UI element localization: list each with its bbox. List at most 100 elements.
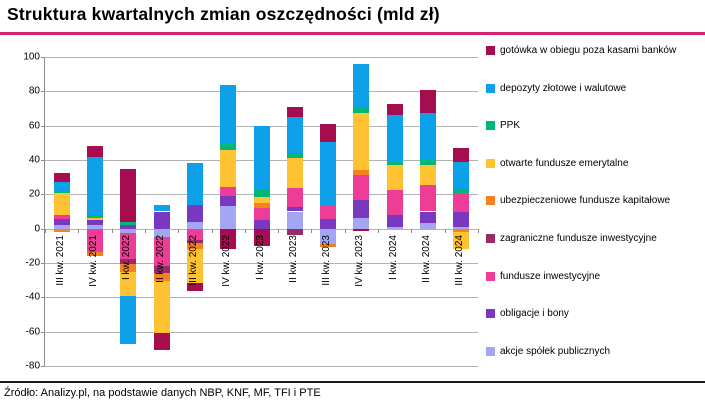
bar-segment bbox=[453, 228, 470, 233]
bar-segment bbox=[153, 281, 170, 333]
bar-segment bbox=[286, 211, 303, 229]
x-axis-tick bbox=[244, 228, 246, 233]
bar-segment bbox=[153, 228, 170, 238]
bar-segment bbox=[120, 225, 137, 229]
legend-label: depozyty złotowe i walutowe bbox=[500, 82, 627, 94]
bar-segment bbox=[86, 157, 103, 215]
bar-segment bbox=[353, 174, 370, 200]
bar-segment bbox=[386, 165, 403, 190]
bar-segment bbox=[386, 104, 403, 115]
bar-segment bbox=[453, 189, 470, 194]
legend-item: obligacje i bony bbox=[486, 308, 702, 346]
bar-segment bbox=[353, 199, 370, 219]
footer-divider bbox=[0, 381, 705, 383]
legend: gotówka w obiegu poza kasami banków depoz… bbox=[486, 45, 702, 383]
bar-segment bbox=[253, 203, 270, 209]
y-axis-tick bbox=[41, 194, 45, 196]
legend-label: ubezpieczeniowe fundusze kapitałowe bbox=[500, 195, 671, 207]
x-axis-label: I kw. 2022 bbox=[121, 234, 133, 280]
y-axis-tick bbox=[41, 263, 45, 264]
plot-area: 100 80 60 40 20 0 -20 -40 -60 -80 III kw. 2021 IV k… bbox=[23, 52, 479, 372]
bar-segment bbox=[53, 214, 70, 219]
x-axis-label: I kw. 2024 bbox=[387, 234, 399, 280]
y-axis-label: -40 bbox=[25, 291, 40, 303]
legend-swatch-icon bbox=[486, 309, 495, 319]
bar-segment bbox=[320, 218, 337, 229]
gridline bbox=[45, 331, 478, 333]
legend-item: gotówka w obiegu poza kasami banków bbox=[486, 45, 702, 83]
bar-segment bbox=[420, 89, 437, 114]
bar-segment bbox=[186, 239, 203, 244]
legend-item: fundusze inwestycyjne bbox=[486, 271, 702, 309]
y-axis-tick bbox=[41, 125, 45, 127]
bar-segment bbox=[186, 243, 203, 249]
gridline bbox=[45, 366, 478, 367]
legend-swatch-icon bbox=[486, 83, 495, 93]
bar-segment bbox=[153, 273, 170, 282]
bar-segment bbox=[186, 282, 203, 291]
bar-segment bbox=[186, 248, 203, 283]
bar-segment bbox=[120, 232, 137, 259]
gridline bbox=[45, 57, 478, 58]
bar-segment bbox=[420, 113, 437, 160]
bar-segment bbox=[220, 206, 237, 229]
x-axis-label: II kw. 2024 bbox=[421, 234, 433, 283]
bar-segment bbox=[453, 212, 470, 227]
y-axis-tick bbox=[41, 91, 45, 93]
legend-swatch-icon bbox=[486, 233, 495, 243]
y-axis-label: 60 bbox=[28, 120, 40, 132]
x-axis-tick bbox=[178, 228, 180, 233]
y-axis-label: 100 bbox=[23, 51, 40, 63]
x-axis-tick bbox=[111, 228, 113, 233]
x-axis-label: IV kw. 2022 bbox=[221, 234, 233, 287]
bar-segment bbox=[153, 266, 170, 274]
bar-segment bbox=[53, 193, 70, 215]
plot-wrap: 100 80 60 40 20 0 -20 -40 -60 -80 III kw. 2021 IV k… bbox=[0, 40, 480, 380]
bar-segment bbox=[86, 219, 103, 225]
legend-label: akcje spółek publicznych bbox=[500, 345, 611, 357]
legend-label: zagraniczne fundusze inwestycyjne bbox=[500, 232, 657, 244]
gridline bbox=[45, 91, 478, 93]
bar-segment bbox=[286, 158, 303, 189]
bar-segment bbox=[86, 224, 103, 229]
bar-segment bbox=[420, 184, 437, 212]
x-axis-label: II kw. 2022 bbox=[154, 234, 166, 283]
legend-swatch-icon bbox=[486, 196, 495, 206]
x-axis-tick bbox=[78, 228, 80, 233]
y-axis-tick bbox=[41, 160, 45, 161]
bar-segment bbox=[286, 106, 303, 117]
y-axis-tick bbox=[41, 331, 45, 333]
bar-segment bbox=[220, 143, 237, 150]
bar-segment bbox=[453, 162, 470, 189]
bar-segment bbox=[353, 113, 370, 170]
bar-segment bbox=[53, 224, 70, 229]
bar-segment bbox=[86, 251, 103, 257]
bar-segment bbox=[186, 204, 203, 222]
bar-segment bbox=[53, 172, 70, 182]
legend-label: fundusze inwestycyjne bbox=[500, 270, 601, 282]
y-axis-tick bbox=[41, 57, 45, 58]
x-axis-label: III kw. 2024 bbox=[454, 234, 466, 286]
bar-segment bbox=[286, 153, 303, 159]
y-axis-label: 80 bbox=[28, 85, 40, 97]
bar-segment bbox=[453, 226, 470, 229]
bar-segment bbox=[153, 211, 170, 229]
bar-segment bbox=[353, 218, 370, 229]
bar-segment bbox=[253, 220, 270, 229]
x-axis-label: III kw. 2023 bbox=[321, 234, 333, 286]
bar-segment bbox=[386, 161, 403, 166]
bar-segment bbox=[186, 228, 203, 240]
title-underline bbox=[0, 32, 705, 35]
bar-segment bbox=[420, 164, 437, 185]
bar-segment bbox=[353, 63, 370, 108]
x-axis-tick bbox=[211, 228, 213, 233]
bar-segment bbox=[286, 188, 303, 207]
gridline bbox=[45, 263, 478, 264]
bar-segment bbox=[320, 228, 337, 245]
x-axis-tick bbox=[344, 228, 346, 233]
bar-segment bbox=[253, 208, 270, 221]
x-axis-label: II kw. 2023 bbox=[287, 234, 299, 283]
x-axis-label: I kw. 2023 bbox=[254, 234, 266, 280]
y-axis-tick bbox=[41, 228, 45, 230]
